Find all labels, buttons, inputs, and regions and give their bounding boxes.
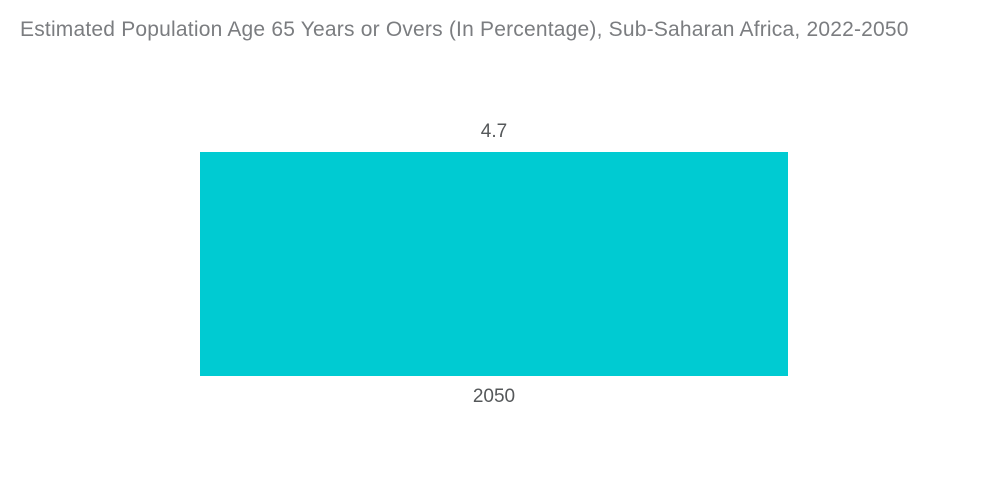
x-axis-category-label: 2050 [472, 386, 516, 407]
plot-area: 4.7 2050 [200, 121, 788, 408]
bar-value-label: 4.7 [480, 121, 508, 142]
bar-mark-2050[interactable] [200, 152, 788, 376]
chart-title: Estimated Population Age 65 Years or Ove… [20, 18, 909, 41]
